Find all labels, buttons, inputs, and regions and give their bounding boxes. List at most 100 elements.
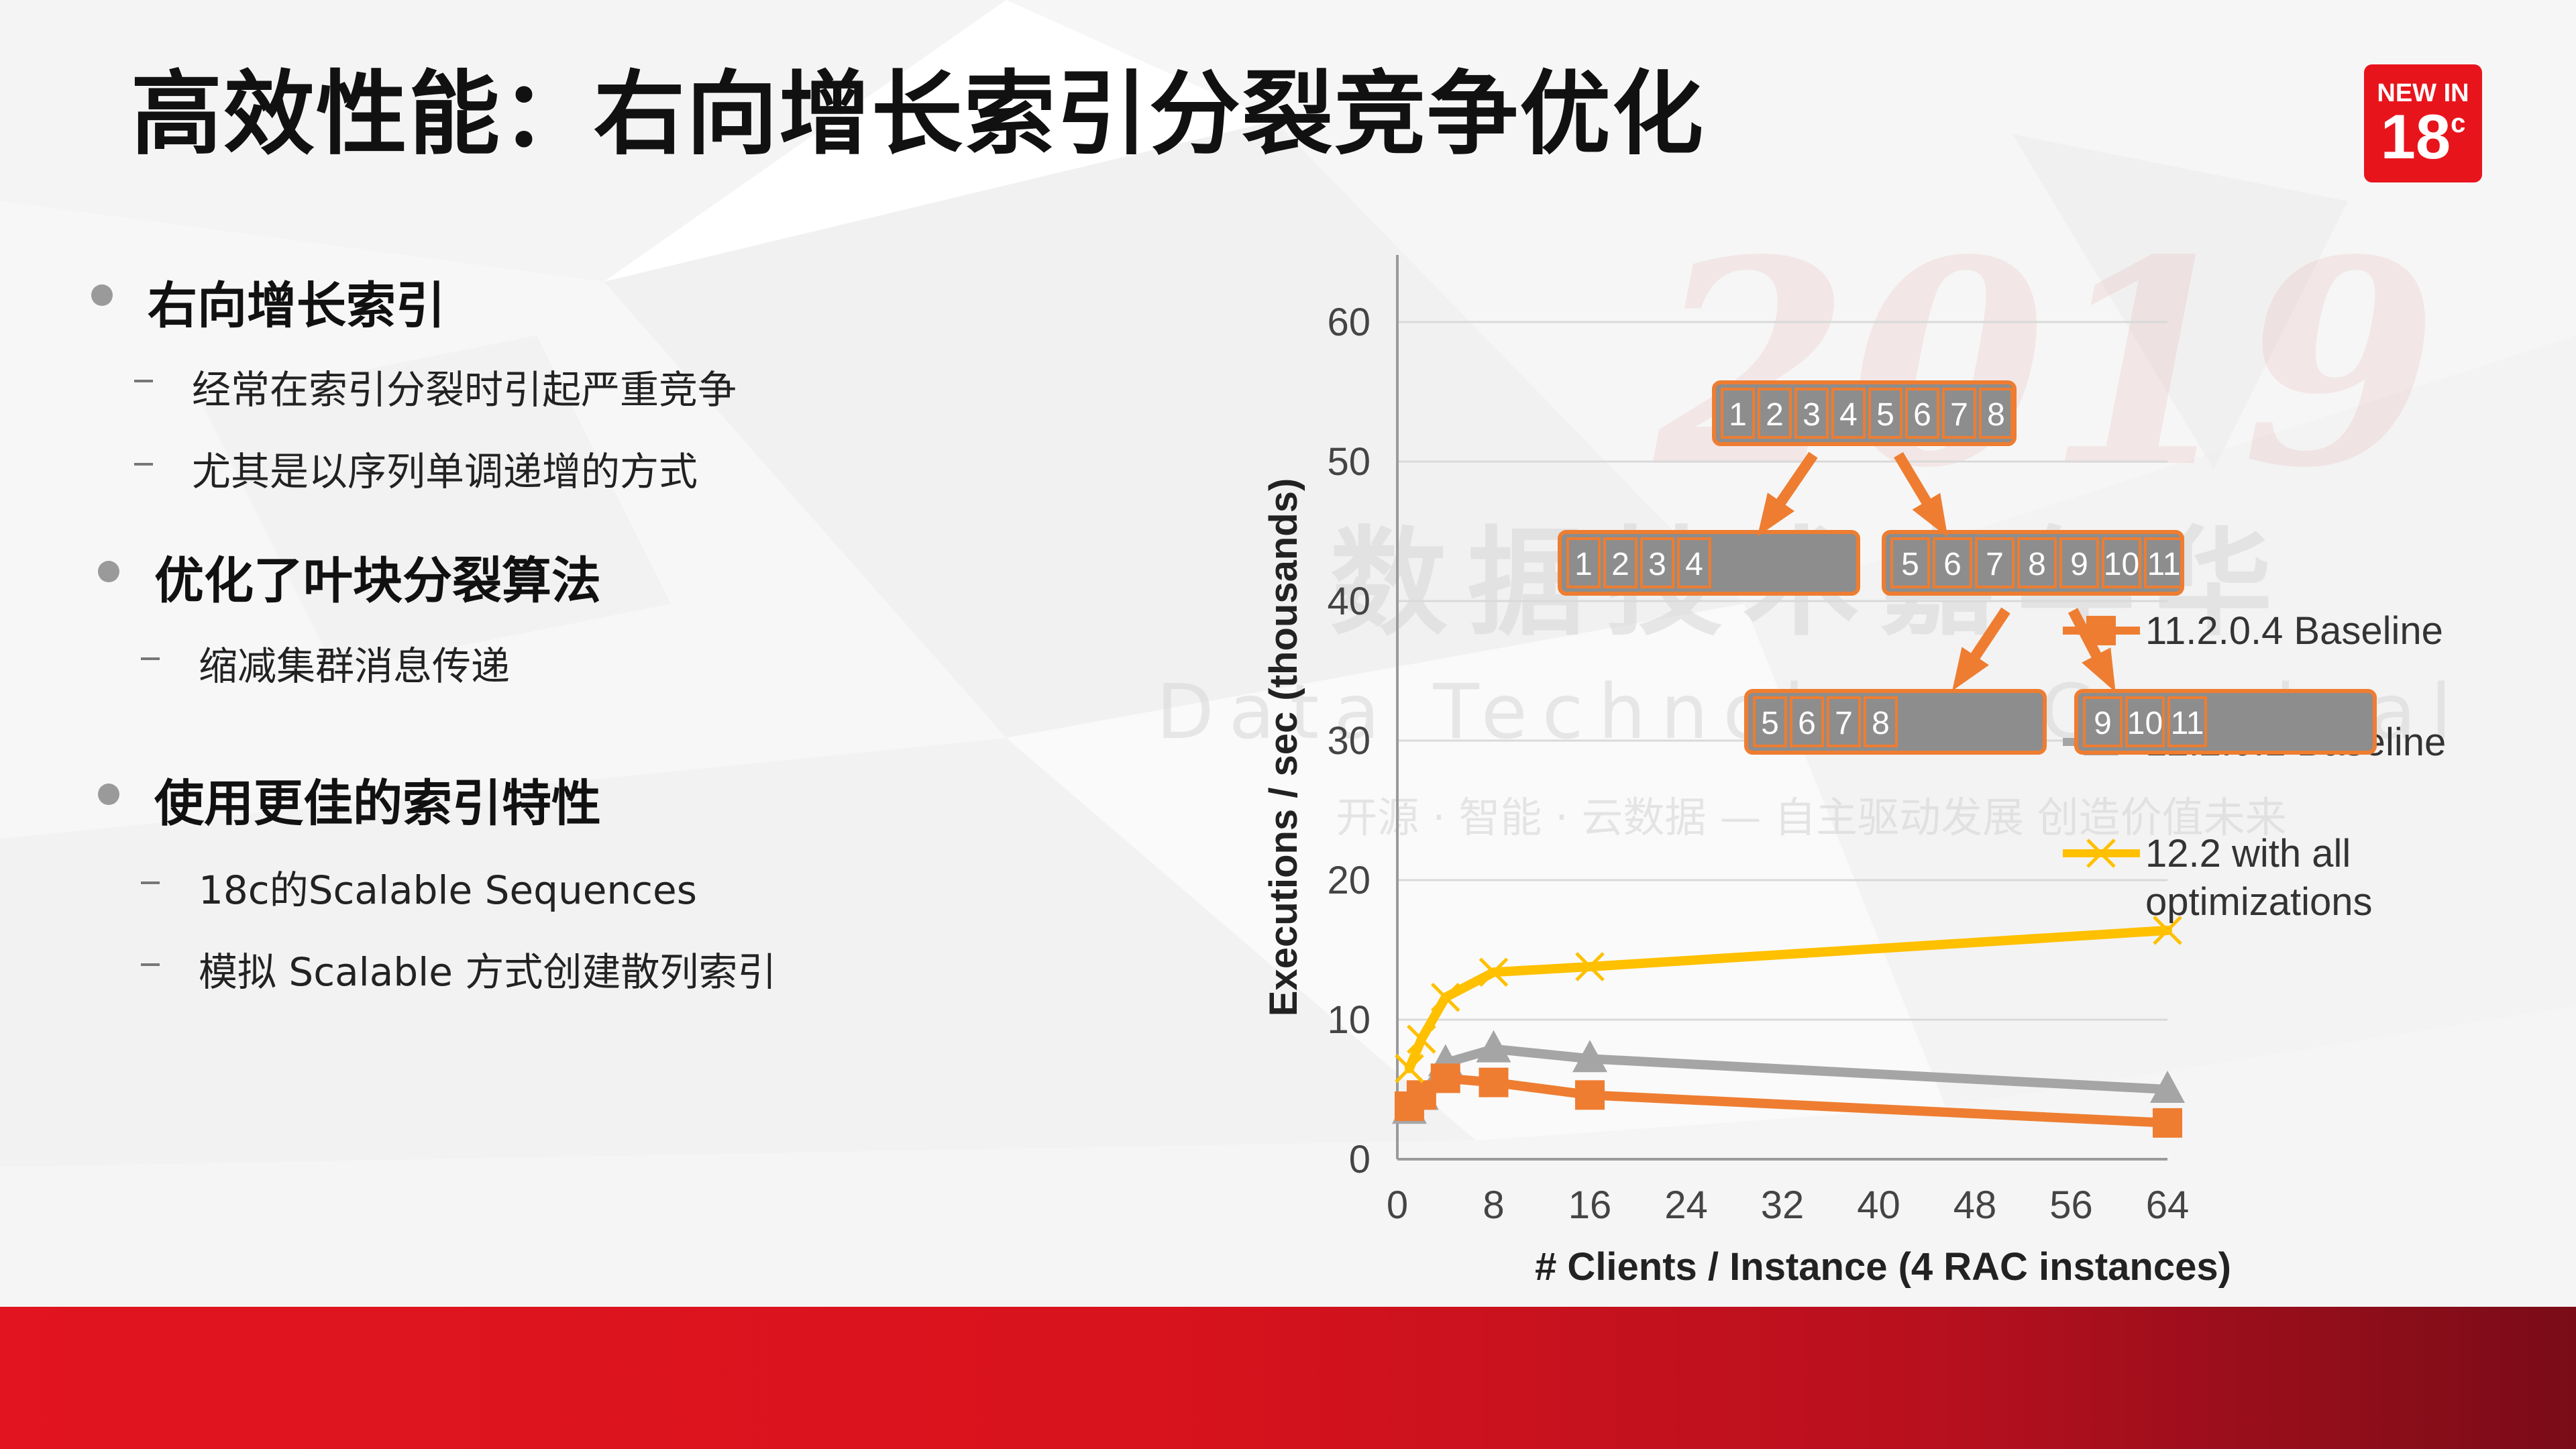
sub-dash [134, 463, 153, 466]
badge-version: 18c [2364, 103, 2482, 170]
series-marker-x [1395, 1054, 1424, 1083]
block-cell [1905, 388, 1939, 439]
x-tick-label: 24 [1664, 1183, 1708, 1227]
bullet-3-sub-1: 18c的Scalable Sequences [199, 867, 697, 913]
block-cell-label: 7 [1986, 547, 2004, 582]
block-cell-label: 10 [2104, 547, 2139, 582]
y-tick-label: 60 [1327, 301, 1371, 344]
block-cell-label: 9 [2094, 706, 2112, 741]
block-cell [1942, 388, 1976, 439]
badge-line1: NEW IN [2377, 79, 2469, 107]
footer-band [0, 1307, 2576, 1449]
series-marker-x [1407, 1024, 1436, 1054]
bullet-3-label: 使用更佳的索引特性 [154, 775, 601, 833]
x-tick-label: 48 [1953, 1183, 1997, 1227]
block-cell-label: 8 [1872, 706, 1890, 741]
block-cell [1794, 388, 1829, 439]
new-in-18c-badge: NEW IN 18c [2364, 64, 2482, 182]
block-cell-label: 2 [1766, 397, 1784, 433]
block-cell [1790, 696, 1824, 747]
block-cell [2017, 537, 2057, 588]
block-cell-label: 5 [1761, 706, 1779, 741]
series-marker-square [1575, 1080, 1605, 1110]
block-cell [1864, 696, 1898, 747]
index-block-leaf-right [2074, 689, 2377, 755]
block-cell-label: 8 [1987, 397, 2005, 433]
x-tick-label: 40 [1857, 1183, 1900, 1227]
legend-label: 12.2 with all [2145, 832, 2351, 875]
block-cell-label: 3 [1648, 547, 1666, 582]
block-cell-label: 4 [1839, 397, 1858, 433]
block-cell-label: 6 [1913, 397, 1931, 433]
x-tick-label: 56 [2049, 1183, 2093, 1227]
block-cell [1640, 537, 1674, 588]
y-axis-title: Executions / sec (thousands) [1262, 478, 1305, 1017]
block-cell [1603, 537, 1638, 588]
series-marker-x [1479, 957, 1509, 987]
bullet-1-sub-1: 经常在索引分裂时引起严重竞争 [192, 367, 737, 413]
block-cell [1566, 537, 1601, 588]
split-arrow-head [1757, 492, 1795, 537]
y-tick-label: 0 [1349, 1138, 1371, 1181]
block-cell-label: 11 [2171, 706, 2204, 741]
series-marker-square [1430, 1063, 1460, 1093]
badge-line2: 18 [2380, 101, 2451, 172]
block-cell [2144, 537, 2184, 588]
y-tick-label: 40 [1327, 580, 1371, 623]
watermark-slogan: 开源 · 智能 · 云数据 — 自主驱动发展 创造价值未来 [1336, 793, 2286, 842]
block-cell [1721, 388, 1755, 439]
block-cell [2083, 696, 2123, 747]
block-cell-label: 11 [2147, 547, 2181, 582]
sub-dash [141, 657, 160, 660]
block-cell-label: 1 [1729, 397, 1747, 433]
series-marker-square [1479, 1067, 1509, 1097]
badge-sup: c [2451, 109, 2466, 138]
y-tick-label: 20 [1327, 859, 1371, 902]
series-line [1404, 925, 2172, 1073]
x-tick-label: 16 [1568, 1183, 1612, 1227]
block-cell [1831, 388, 1866, 439]
block-cell-label: 6 [1798, 706, 1816, 741]
page-title: 高效性能：右向增长索引分裂竞争优化 [131, 62, 1705, 168]
bullet-dot [91, 284, 113, 306]
bullet-dot [98, 561, 119, 582]
series-marker-x [2153, 916, 2182, 945]
legend-label: optimizations [2145, 880, 2372, 924]
block-cell [2059, 537, 2099, 588]
sub-dash [134, 380, 153, 382]
block-cell-label: 8 [2028, 547, 2046, 582]
block-cell [1758, 388, 1792, 439]
block-cell [1827, 696, 1861, 747]
block-cell-label: 2 [1611, 547, 1629, 582]
series-marker-x [2086, 839, 2116, 868]
block-cell [2167, 696, 2207, 747]
block-cell [2125, 696, 2165, 747]
block-cell-label: 7 [1835, 706, 1853, 741]
block-cell [1753, 696, 1787, 747]
y-tick-label: 50 [1327, 440, 1371, 484]
series-marker-triangle [1476, 1030, 1511, 1063]
block-cell-label: 7 [1950, 397, 1968, 433]
x-axis-title: # Clients / Instance (4 RAC instances) [1535, 1245, 2231, 1289]
legend-label: 11.2.0.4 Baseline [2145, 609, 2443, 653]
block-cell [1890, 537, 1930, 588]
block-cell-label: 4 [1685, 547, 1703, 582]
series-marker-x [1575, 952, 1605, 981]
bullet-1-label: 右向增长索引 [148, 277, 445, 335]
block-cell-label: 5 [1876, 397, 1894, 433]
sub-dash [141, 881, 160, 884]
block-cell-label: 3 [1803, 397, 1821, 433]
block-cell [1868, 388, 1902, 439]
split-arrow-head [2082, 647, 2116, 692]
x-tick-label: 32 [1761, 1183, 1805, 1227]
bullet-1-sub-2: 尤其是以序列单调递增的方式 [192, 449, 698, 494]
block-cell-label: 10 [2127, 706, 2163, 741]
series-marker-triangle [1572, 1040, 1607, 1073]
sub-dash [141, 963, 160, 966]
x-tick-label: 0 [1387, 1183, 1408, 1227]
block-cell [1975, 537, 2015, 588]
block-cell-label: 5 [1901, 547, 1919, 582]
bullet-3-sub-2: 模拟 Scalable 方式创建散列索引 [199, 949, 777, 995]
block-cell [2102, 537, 2141, 588]
